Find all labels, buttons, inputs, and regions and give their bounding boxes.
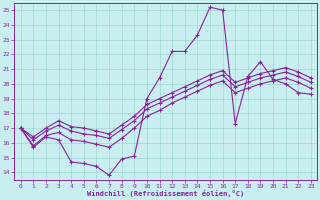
X-axis label: Windchill (Refroidissement éolien,°C): Windchill (Refroidissement éolien,°C) — [87, 190, 244, 197]
